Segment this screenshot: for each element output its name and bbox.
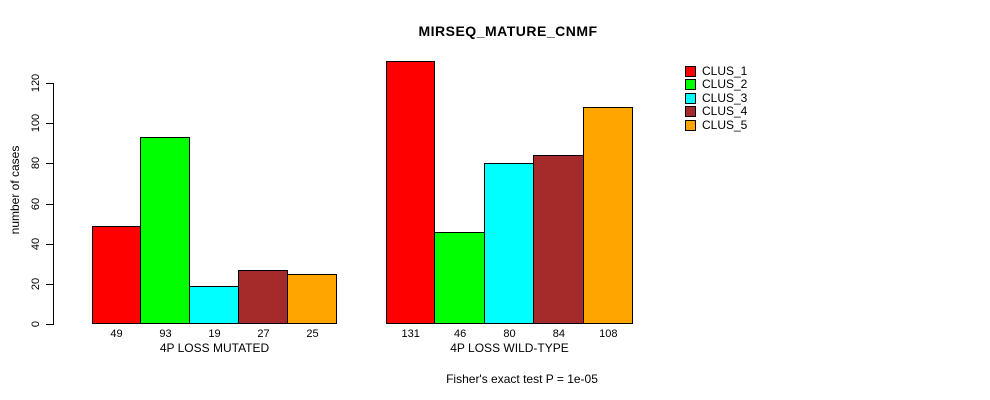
- group-axis-label: 4P LOSS MUTATED: [159, 341, 270, 355]
- annotation-text: Fisher's exact test P = 1e-05: [446, 372, 598, 386]
- legend-swatch-clus_2: [685, 79, 696, 90]
- chart-title: MIRSEQ_MATURE_CNMF: [418, 23, 598, 39]
- bar-clus_4-1: [238, 270, 288, 324]
- y-axis-tick-label: 80: [30, 156, 42, 170]
- bar-clus_4-2: [533, 155, 584, 324]
- y-axis-tick-label: 0: [30, 320, 42, 328]
- bar-value-label: 131: [401, 328, 420, 340]
- legend-label: CLUS_1: [702, 64, 748, 78]
- bar-value-label: 27: [257, 328, 270, 340]
- bar-clus_5-2: [583, 107, 633, 324]
- bar-value-label: 49: [110, 328, 123, 340]
- bar-clus_2-2: [434, 232, 485, 324]
- bar-clus_5-1: [287, 274, 337, 324]
- y-axis-tick-label: 40: [30, 237, 42, 251]
- legend-label: CLUS_2: [702, 77, 748, 91]
- bar-clus_1-1: [92, 226, 141, 324]
- y-axis-tick: [46, 324, 54, 325]
- legend-swatch-clus_3: [685, 93, 696, 104]
- bar-clus_3-2: [484, 163, 534, 324]
- bar-value-label: 93: [159, 328, 172, 340]
- y-axis-tick: [46, 163, 54, 164]
- y-axis-tick: [46, 83, 54, 84]
- bar-clus_3-1: [189, 286, 239, 324]
- legend-swatch-clus_4: [685, 106, 696, 117]
- bar-value-label: 84: [552, 328, 566, 340]
- legend-swatch-clus_5: [685, 120, 696, 131]
- y-axis-tick: [46, 244, 54, 245]
- bar-value-label: 46: [453, 328, 467, 340]
- y-axis-tick-label: 100: [30, 113, 42, 133]
- y-axis-tick: [46, 123, 54, 124]
- bar-clus_2-1: [140, 137, 190, 324]
- bar-clus_1-2: [386, 61, 435, 324]
- legend-swatch-clus_1: [685, 66, 696, 77]
- bar-value-label: 25: [306, 328, 319, 340]
- y-axis-tick-label: 20: [30, 277, 42, 291]
- y-axis-tick-label: 120: [30, 73, 42, 93]
- y-axis-tick: [46, 284, 54, 285]
- group-axis-label: 4P LOSS WILD-TYPE: [450, 341, 569, 355]
- y-axis-label: number of cases: [8, 145, 22, 235]
- bar-value-label: 19: [208, 328, 221, 340]
- legend-label: CLUS_4: [702, 104, 748, 118]
- bar-value-label: 108: [599, 328, 618, 340]
- legend-label: CLUS_5: [702, 118, 748, 132]
- legend-label: CLUS_3: [702, 91, 748, 105]
- y-axis-tick-label: 60: [30, 197, 42, 211]
- y-axis-tick: [46, 204, 54, 205]
- bar-value-label: 80: [503, 328, 516, 340]
